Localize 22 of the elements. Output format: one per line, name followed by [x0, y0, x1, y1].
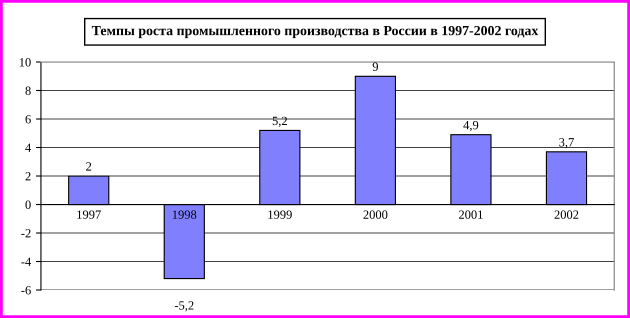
y-tick-label: 2	[26, 172, 31, 180]
data-label: 5,2	[272, 116, 287, 127]
data-label: 9	[372, 62, 378, 71]
y-tick-label: -2	[21, 229, 31, 238]
x-tick-label: 1999	[268, 210, 292, 219]
y-tick-label: 0	[25, 200, 31, 209]
y-tick-label: 8	[25, 86, 31, 95]
x-tick-label: 1997	[77, 210, 101, 219]
x-tick-label: 1998	[172, 210, 196, 219]
data-label: 3,7	[559, 138, 574, 148]
data-label: 2	[86, 162, 92, 171]
data-label: 4,9	[463, 120, 478, 132]
x-tick-label: 2000	[363, 210, 388, 219]
y-tick-label: 10	[20, 58, 31, 66]
chart-title: Темпы роста промышленного производства в России в 1997-2002 годах	[92, 26, 538, 38]
x-tick-label: 2001	[458, 210, 483, 219]
y-tick-label: 6	[26, 115, 31, 124]
data-label: -5,2	[174, 301, 194, 312]
x-tick-label: 2002	[554, 210, 578, 219]
y-tick-label: -6	[21, 286, 31, 294]
y-tick-label: -4	[21, 258, 32, 266]
y-tick-label: 4	[25, 144, 32, 152]
